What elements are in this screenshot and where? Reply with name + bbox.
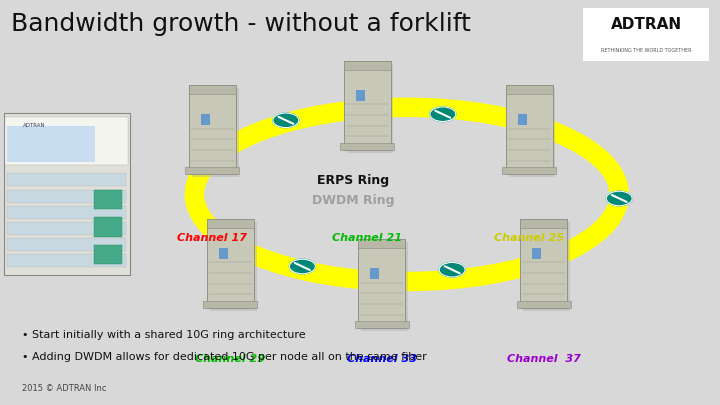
FancyBboxPatch shape bbox=[210, 222, 257, 311]
Text: ADTRAN: ADTRAN bbox=[22, 123, 45, 128]
Bar bbox=[7, 238, 126, 251]
Text: 2015 © ADTRAN Inc: 2015 © ADTRAN Inc bbox=[22, 384, 106, 393]
Text: RETHINKING THE WORLD TOGETHER: RETHINKING THE WORLD TOGETHER bbox=[601, 48, 692, 53]
FancyBboxPatch shape bbox=[356, 90, 365, 101]
Text: Channel 21: Channel 21 bbox=[332, 233, 402, 243]
FancyBboxPatch shape bbox=[192, 88, 238, 177]
Text: ERPS Ring: ERPS Ring bbox=[317, 174, 389, 187]
Text: • Start initially with a shared 10G ring architecture: • Start initially with a shared 10G ring… bbox=[22, 330, 305, 340]
FancyBboxPatch shape bbox=[361, 242, 408, 331]
Bar bbox=[4, 113, 130, 275]
Circle shape bbox=[430, 107, 456, 122]
FancyBboxPatch shape bbox=[344, 61, 390, 150]
Circle shape bbox=[606, 191, 632, 206]
Bar bbox=[94, 217, 122, 237]
Bar bbox=[7, 190, 126, 202]
FancyBboxPatch shape bbox=[505, 85, 553, 94]
Bar bbox=[94, 245, 122, 264]
Circle shape bbox=[273, 113, 299, 128]
Bar bbox=[94, 190, 122, 209]
FancyBboxPatch shape bbox=[185, 167, 239, 174]
Text: Channel 33: Channel 33 bbox=[346, 354, 417, 364]
FancyBboxPatch shape bbox=[341, 143, 395, 150]
Text: • Adding DWDM allows for dedicated 10G per node all on the same fiber: • Adding DWDM allows for dedicated 10G p… bbox=[22, 352, 426, 362]
FancyBboxPatch shape bbox=[359, 239, 405, 248]
FancyBboxPatch shape bbox=[521, 219, 567, 308]
FancyBboxPatch shape bbox=[201, 115, 210, 125]
FancyBboxPatch shape bbox=[503, 167, 556, 174]
Text: Bandwidth growth - without a forklift: Bandwidth growth - without a forklift bbox=[11, 12, 471, 36]
FancyBboxPatch shape bbox=[521, 219, 567, 228]
Bar bbox=[7, 126, 95, 162]
FancyBboxPatch shape bbox=[355, 321, 409, 328]
FancyBboxPatch shape bbox=[517, 301, 571, 308]
Text: DWDM Ring: DWDM Ring bbox=[312, 194, 394, 207]
Circle shape bbox=[289, 259, 315, 274]
FancyBboxPatch shape bbox=[189, 85, 236, 174]
FancyBboxPatch shape bbox=[219, 248, 228, 259]
Circle shape bbox=[439, 262, 465, 277]
Bar bbox=[7, 222, 126, 235]
FancyBboxPatch shape bbox=[347, 64, 394, 153]
Text: ADTRAN: ADTRAN bbox=[611, 17, 682, 32]
FancyBboxPatch shape bbox=[189, 85, 236, 94]
FancyBboxPatch shape bbox=[505, 85, 553, 174]
FancyBboxPatch shape bbox=[359, 239, 405, 328]
FancyBboxPatch shape bbox=[370, 269, 379, 279]
FancyBboxPatch shape bbox=[207, 219, 253, 308]
FancyBboxPatch shape bbox=[508, 88, 556, 177]
Bar bbox=[5, 117, 128, 165]
Bar bbox=[7, 173, 126, 186]
FancyBboxPatch shape bbox=[203, 301, 258, 308]
FancyBboxPatch shape bbox=[207, 219, 253, 228]
Text: Channel  37: Channel 37 bbox=[507, 354, 580, 364]
FancyBboxPatch shape bbox=[344, 61, 390, 70]
Bar bbox=[7, 206, 126, 219]
Text: Channel 25: Channel 25 bbox=[494, 233, 564, 243]
Bar bbox=[7, 254, 126, 267]
Bar bbox=[583, 8, 709, 61]
FancyBboxPatch shape bbox=[532, 248, 541, 259]
FancyBboxPatch shape bbox=[518, 115, 527, 125]
FancyBboxPatch shape bbox=[523, 222, 570, 311]
Text: Channel 17: Channel 17 bbox=[177, 233, 248, 243]
Text: Channel 29: Channel 29 bbox=[195, 354, 266, 364]
